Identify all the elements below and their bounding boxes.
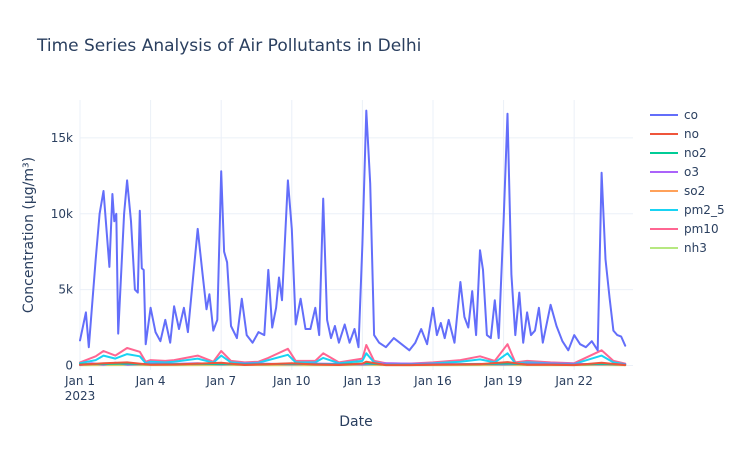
legend-item-no2[interactable]: no2	[650, 146, 707, 160]
legend-label: o3	[684, 165, 699, 179]
y-tick-label: 10k	[51, 207, 73, 221]
x-tick-label: Jan 10	[272, 374, 311, 388]
legend-item-no[interactable]: no	[650, 127, 699, 141]
y-tick-label: 0	[65, 358, 73, 372]
x-tick-label: Jan 13	[343, 374, 382, 388]
x-tick-label: Jan 7	[205, 374, 236, 388]
legend-label: no	[684, 127, 699, 141]
y-axis-ticks: 0 5k 10k 15k	[51, 131, 73, 373]
x-tick-label: Jan 16	[413, 374, 452, 388]
x-tick-label: Jan 1	[64, 374, 95, 388]
legend-label: nh3	[684, 241, 707, 255]
x-tick-sublabel: 2023	[65, 389, 96, 403]
legend-item-co[interactable]: co	[650, 108, 698, 122]
y-axis-title: Concentration (µg/m³)	[21, 157, 37, 313]
x-tick-label: Jan 19	[484, 374, 523, 388]
legend-item-pm2_5[interactable]: pm2_5	[650, 203, 725, 217]
legend-item-so2[interactable]: so2	[650, 184, 705, 198]
chart-title: Time Series Analysis of Air Pollutants i…	[36, 36, 421, 56]
legend-item-nh3[interactable]: nh3	[650, 241, 707, 255]
legend-label: pm10	[684, 222, 719, 236]
x-tick-label: Jan 22	[554, 374, 593, 388]
legend-label: pm2_5	[684, 203, 725, 217]
legend-item-pm10[interactable]: pm10	[650, 222, 719, 236]
legend-label: so2	[684, 184, 705, 198]
y-tick-label: 5k	[58, 283, 73, 297]
x-axis-title: Date	[339, 414, 372, 430]
legend-item-o3[interactable]: o3	[650, 165, 699, 179]
legend: co no no2 o3 so2 pm2_5 pm10 nh3	[650, 108, 725, 255]
legend-label: no2	[684, 146, 707, 160]
y-tick-label: 15k	[51, 131, 73, 145]
legend-label: co	[684, 108, 698, 122]
x-tick-label: Jan 4	[135, 374, 166, 388]
